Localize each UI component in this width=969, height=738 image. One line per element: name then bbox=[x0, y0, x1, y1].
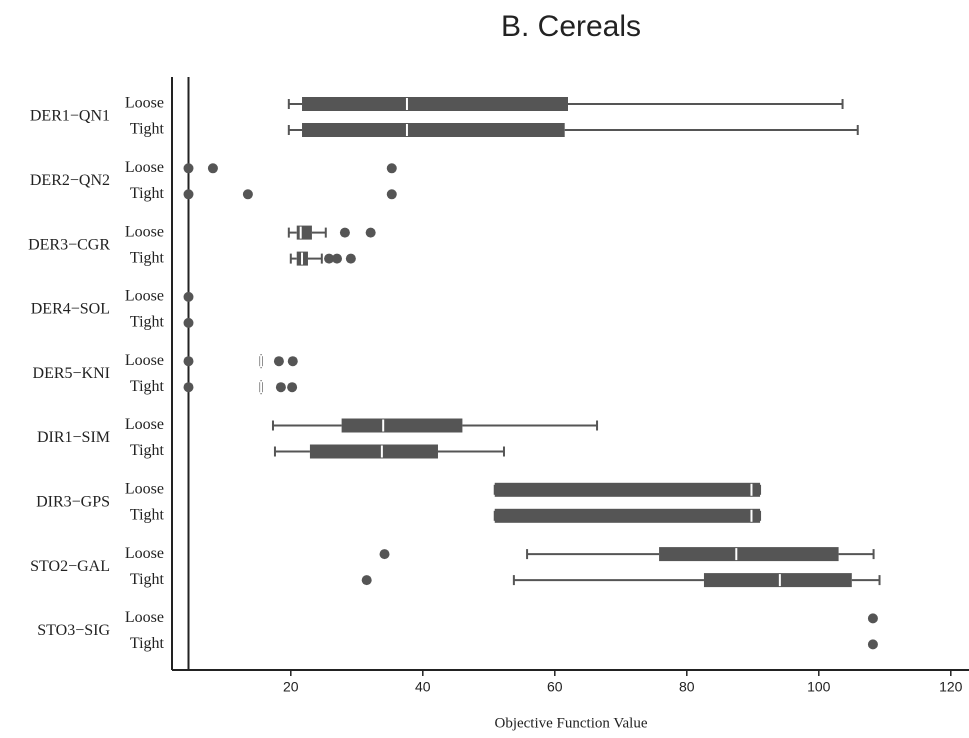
group-label: DER2−QN2 bbox=[30, 172, 110, 189]
row-label: Tight bbox=[130, 185, 165, 202]
row-label: Tight bbox=[130, 571, 165, 588]
box bbox=[494, 508, 761, 523]
group-label: STO2−GAL bbox=[30, 558, 110, 575]
outlier bbox=[183, 291, 194, 302]
group-label: DER5−KNI bbox=[33, 365, 110, 382]
outlier bbox=[242, 189, 253, 200]
row-label: Tight bbox=[130, 378, 165, 395]
outlier bbox=[183, 356, 194, 367]
group-label: STO3−SIG bbox=[37, 622, 110, 639]
box bbox=[703, 573, 852, 588]
row-label: Tight bbox=[130, 121, 165, 138]
x-tick-label: 120 bbox=[939, 679, 963, 695]
row-label: Loose bbox=[125, 223, 164, 240]
group-label: DIR1−SIM bbox=[37, 429, 110, 446]
x-tick-label: 60 bbox=[547, 679, 563, 695]
x-tick-label: 100 bbox=[807, 679, 831, 695]
outlier bbox=[345, 253, 356, 264]
outlier bbox=[183, 382, 194, 393]
group-label: DER1−QN1 bbox=[30, 108, 110, 125]
row-label: Loose bbox=[125, 480, 164, 497]
row-label: Loose bbox=[125, 288, 164, 305]
outlier bbox=[339, 227, 350, 238]
outlier bbox=[183, 163, 194, 174]
box bbox=[309, 444, 438, 459]
box bbox=[296, 225, 312, 240]
row-label: Loose bbox=[125, 95, 164, 112]
x-axis-label: Objective Function Value bbox=[494, 715, 647, 731]
x-tick-label: 80 bbox=[679, 679, 695, 695]
x-tick-label: 40 bbox=[415, 679, 431, 695]
outlier bbox=[207, 163, 218, 174]
box bbox=[494, 482, 761, 497]
row-label: Tight bbox=[130, 442, 165, 459]
row-label: Tight bbox=[130, 249, 165, 266]
outlier bbox=[324, 253, 335, 264]
box bbox=[302, 97, 568, 111]
outlier bbox=[386, 163, 397, 174]
outlier bbox=[365, 227, 376, 238]
row-label: Loose bbox=[125, 609, 164, 626]
outlier bbox=[332, 253, 342, 264]
row-label: Tight bbox=[130, 506, 165, 523]
outlier bbox=[273, 356, 284, 367]
outlier bbox=[867, 639, 878, 650]
outlier bbox=[183, 317, 194, 328]
chart-title: B. Cereals bbox=[501, 10, 641, 43]
outlier bbox=[867, 613, 878, 624]
outlier bbox=[275, 382, 286, 393]
outlier bbox=[287, 356, 298, 367]
outlier bbox=[361, 575, 372, 586]
row-label: Tight bbox=[130, 635, 165, 652]
outlier bbox=[183, 189, 194, 200]
row-label: Tight bbox=[130, 314, 165, 331]
outlier bbox=[379, 549, 390, 560]
x-tick-label: 20 bbox=[283, 679, 299, 695]
box bbox=[302, 123, 565, 137]
outlier bbox=[287, 382, 298, 393]
row-label: Loose bbox=[125, 545, 164, 562]
outlier bbox=[386, 189, 397, 200]
group-label: DIR3−GPS bbox=[36, 493, 110, 510]
box bbox=[341, 418, 463, 433]
row-label: Loose bbox=[125, 352, 164, 369]
box bbox=[659, 547, 839, 562]
row-label: Loose bbox=[125, 159, 164, 176]
group-label: DER3−CGR bbox=[28, 236, 110, 253]
row-label: Loose bbox=[125, 416, 164, 433]
group-label: DER4−SOL bbox=[31, 301, 110, 318]
